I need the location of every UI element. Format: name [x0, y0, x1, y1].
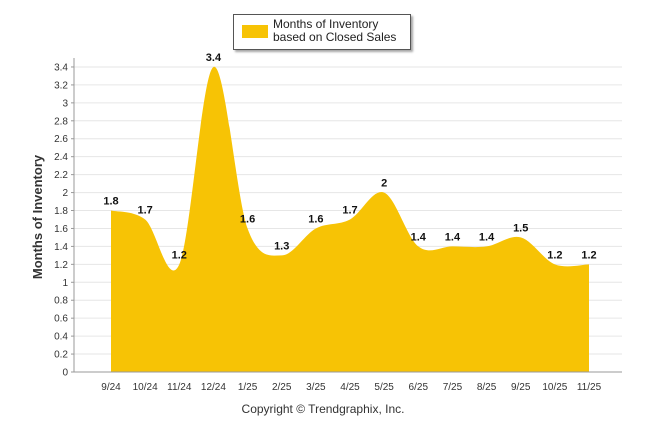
legend-label: Months of Inventory based on Closed Sale…	[273, 17, 397, 44]
copyright-text: Copyright © Trendgraphix, Inc.	[241, 402, 405, 416]
x-tick-label: 10/25	[542, 382, 567, 393]
x-tick-label: 4/25	[340, 382, 360, 393]
x-tick-label: 12/24	[201, 382, 226, 393]
data-label: 2	[381, 178, 387, 190]
y-tick-label: 2.2	[54, 170, 68, 181]
x-tick-label: 5/25	[374, 382, 394, 393]
data-label: 1.7	[342, 204, 357, 216]
y-tick-label: 1.4	[54, 242, 68, 253]
data-label: 1.4	[411, 231, 427, 243]
x-tick-labels: 9/24 10/24 11/24 12/24 1/25 2/25 3/25 4/25 5/25 6…	[101, 382, 601, 393]
axes	[71, 58, 622, 373]
legend-swatch	[242, 25, 268, 38]
y-tick-label: 2.6	[54, 134, 68, 145]
y-tick-label: 3	[62, 98, 68, 109]
data-label: 1.5	[513, 222, 528, 234]
data-label: 1.4	[479, 231, 495, 243]
x-tick-label: 10/24	[133, 382, 158, 393]
y-tick-label: 1.2	[54, 260, 68, 271]
data-labels: 1.8 1.7 1.2 3.4 1.6 1.3 1.6 1.7 2 1.4 1.4 1.4 1.5 1.2…	[103, 52, 596, 261]
data-label: 1.2	[581, 249, 596, 261]
data-label: 1.3	[274, 240, 289, 252]
y-tick-label: 2	[62, 188, 68, 199]
y-axis-label: Months of Inventory	[30, 154, 45, 279]
data-label: 1.8	[103, 196, 118, 208]
y-tick-label: 1.8	[54, 206, 68, 217]
y-tick-label: 3.2	[54, 80, 68, 91]
x-tick-label: 3/25	[306, 382, 326, 393]
data-label: 1.2	[172, 249, 187, 261]
y-tick-label: 0.6	[54, 314, 68, 325]
x-tick-label: 11/24	[167, 382, 192, 393]
y-tick-label: 0.2	[54, 350, 68, 361]
data-label: 3.4	[206, 52, 222, 64]
data-label: 1.6	[308, 213, 323, 225]
x-tick-label: 6/25	[409, 382, 429, 393]
x-tick-label: 9/25	[511, 382, 531, 393]
x-tick-label: 11/25	[577, 382, 602, 393]
legend: Months of Inventory based on Closed Sale…	[233, 14, 411, 50]
y-tick-label: 1.6	[54, 224, 68, 235]
y-tick-label: 2.4	[54, 152, 68, 163]
x-tick-label: 1/25	[238, 382, 258, 393]
y-tick-label: 0	[62, 368, 68, 379]
y-tick-label: 1	[62, 278, 68, 289]
x-tick-label: 7/25	[443, 382, 463, 393]
y-tick-label: 3.4	[54, 62, 68, 73]
y-tick-label: 0.8	[54, 296, 68, 307]
data-label: 1.2	[547, 249, 562, 261]
y-tick-label: 0.4	[54, 332, 68, 343]
data-label: 1.6	[240, 213, 255, 225]
area-path	[111, 66, 589, 373]
y-tick-label: 2.8	[54, 116, 68, 127]
area-series	[111, 66, 589, 373]
data-label: 1.4	[445, 231, 461, 243]
x-tick-label: 2/25	[272, 382, 292, 393]
x-tick-label: 9/24	[101, 382, 121, 393]
x-tick-label: 8/25	[477, 382, 497, 393]
y-tick-labels: 0 0.2 0.4 0.6 0.8 1 1.2 1.4 1.6 1.8 2 2.2 2.4 2.6 2.8 3…	[54, 62, 68, 378]
data-label: 1.7	[137, 204, 152, 216]
